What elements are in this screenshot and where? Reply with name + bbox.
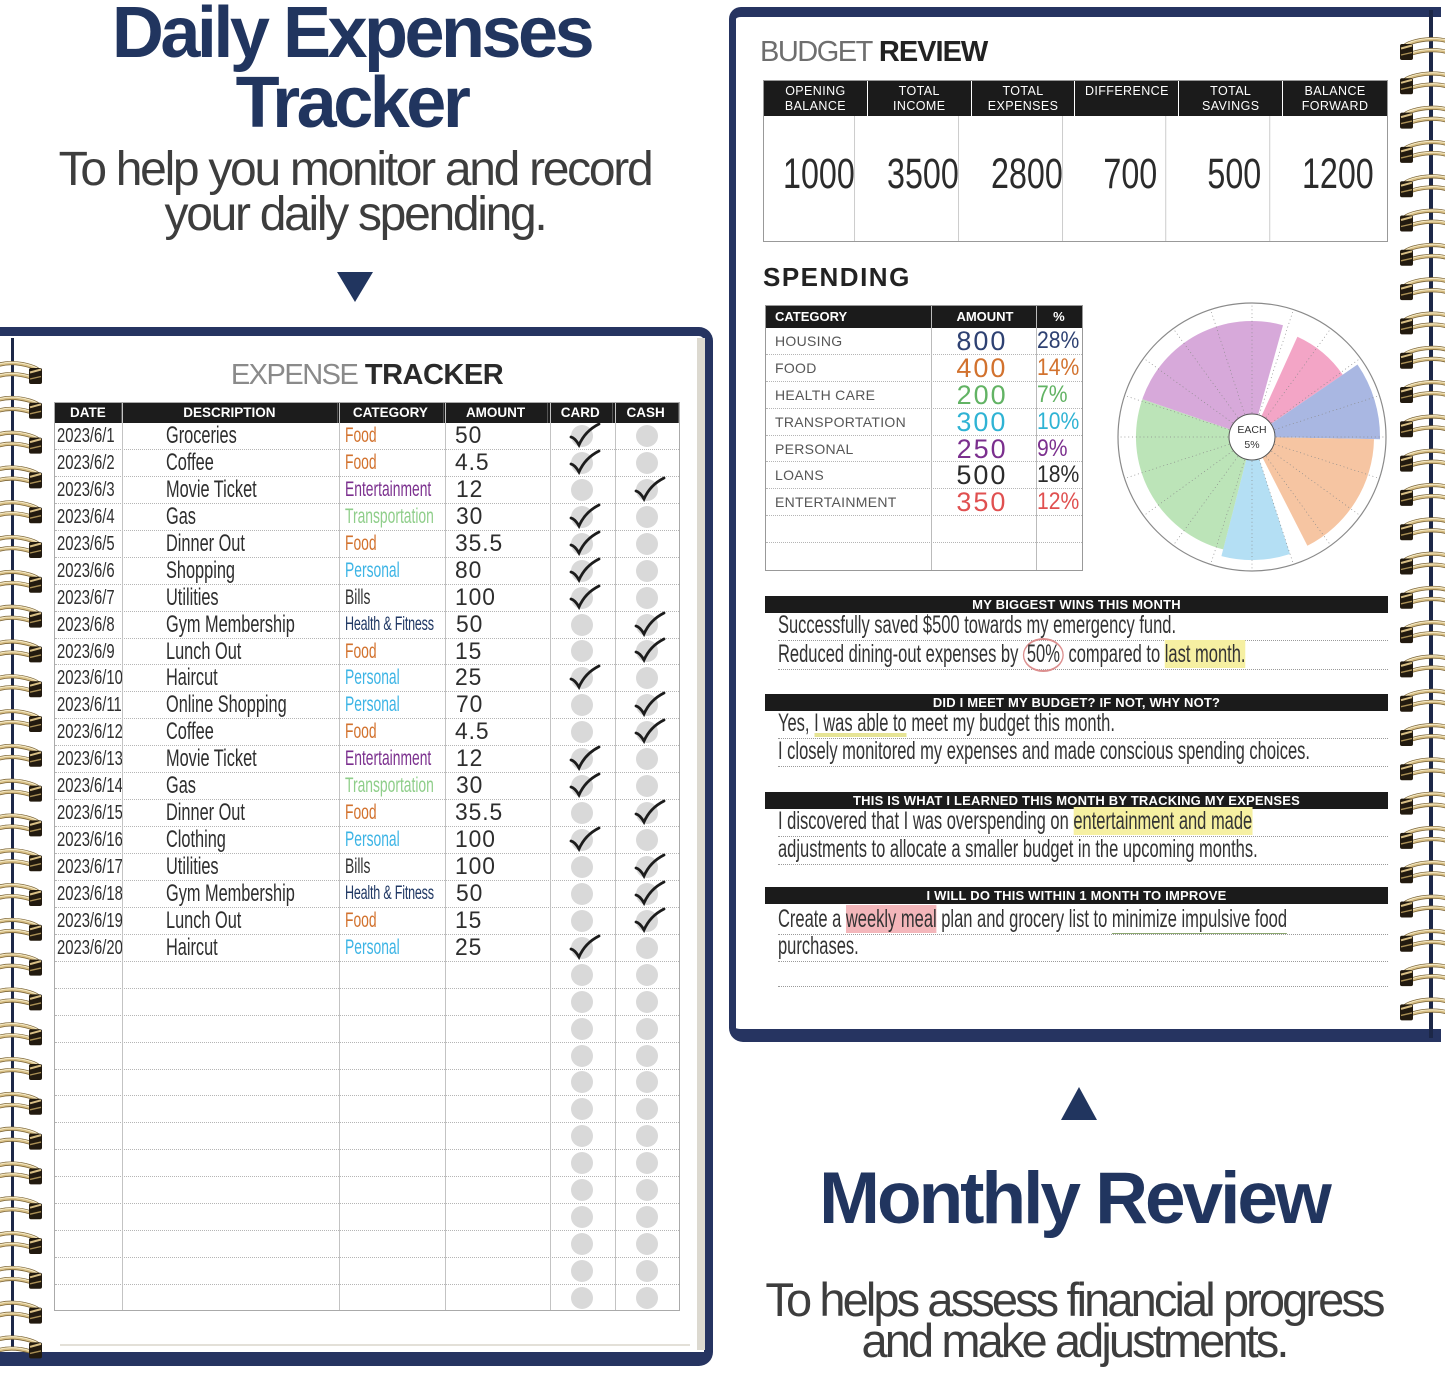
svg-text:5%: 5% xyxy=(1244,439,1259,451)
svg-text:EACH: EACH xyxy=(1237,424,1266,436)
